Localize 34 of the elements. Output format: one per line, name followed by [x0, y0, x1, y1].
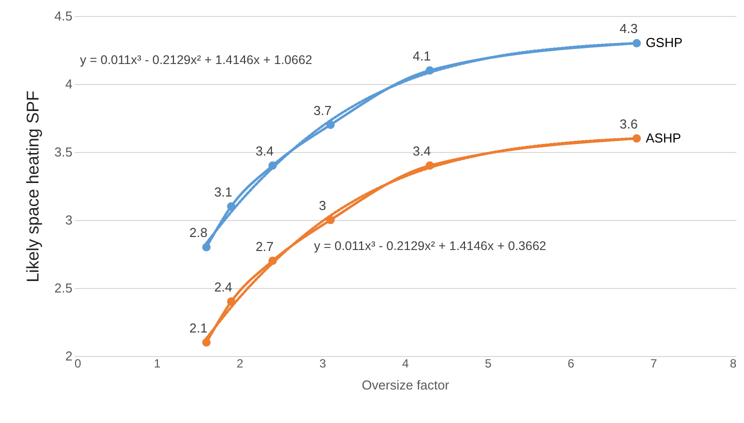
data-label: 4.1 [412, 48, 431, 64]
data-label: 3.7 [313, 102, 332, 118]
y-axis-title: Likely space heating SPF [23, 90, 42, 282]
data-label: 3.6 [620, 116, 638, 132]
x-tick-label: 8 [730, 356, 737, 370]
data-label: 3.4 [412, 144, 431, 159]
x-tick-label: 7 [650, 356, 658, 370]
data-label: 2.1 [189, 320, 208, 336]
point [202, 338, 211, 347]
x-tick-label: 6 [568, 356, 575, 370]
x-tick-label: 3 [319, 356, 326, 370]
x-tick-label: 5 [484, 356, 492, 370]
data-label: 4.3 [620, 21, 638, 36]
series-label: ASHP [646, 130, 682, 146]
x-tick-label: 2 [236, 356, 244, 370]
annotation: y = 0.011x³ - 0.2129x² + 1.4146x + 1.0662 [80, 53, 312, 67]
y-tick-label: 4.5 [54, 8, 72, 24]
x-tick-label: 1 [154, 356, 161, 370]
data-label: 2.4 [214, 280, 232, 295]
data-label: 3.1 [214, 184, 232, 200]
annotation: y = 0.011x³ - 0.2129x² + 1.4146x + 0.3662 [314, 239, 546, 253]
data-label: 2.7 [256, 238, 274, 254]
x-axis-title: Oversize factor [362, 378, 450, 392]
x-tick-label: 4 [402, 356, 410, 370]
y-tick-label: 2.5 [54, 280, 72, 296]
data-label: 3 [318, 198, 326, 213]
data-label: 2.8 [189, 225, 208, 240]
x-tick-label: 0 [74, 356, 82, 370]
y-tick-label: 3.5 [54, 144, 72, 160]
data-label: 3.4 [256, 144, 274, 159]
y-tick-label: 4 [65, 76, 72, 92]
point [202, 243, 211, 252]
series-label: GSHP [646, 35, 683, 50]
y-tick-label: 3 [65, 212, 72, 228]
